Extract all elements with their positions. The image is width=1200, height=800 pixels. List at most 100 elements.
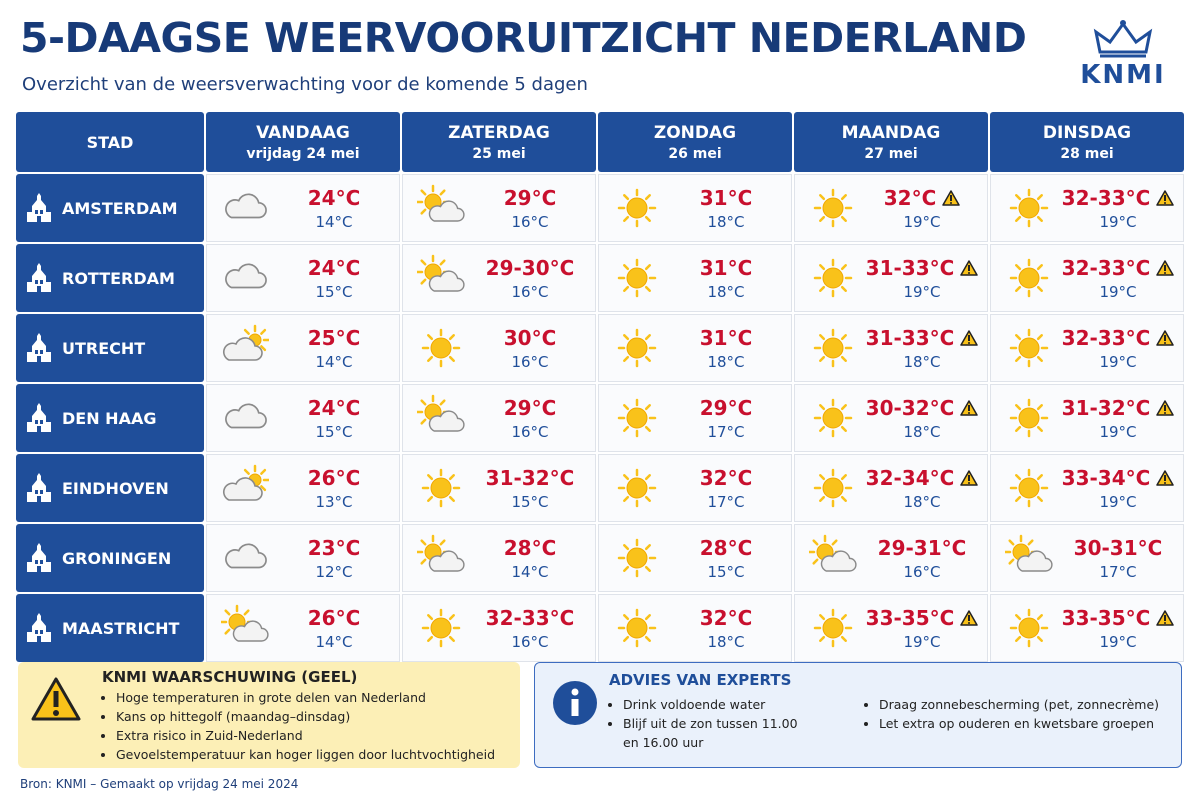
icon-part <box>840 495 847 502</box>
high-temp-row: 32°C <box>700 466 753 490</box>
forecast-cell: 32°C 18°C <box>598 594 792 662</box>
temps: 24°C 14°C <box>269 186 399 231</box>
city-icon <box>27 263 51 292</box>
title: 5-DAAGSE WEERVOORUITZICHT NEDERLAND <box>20 14 1027 62</box>
high-temp-row: 29-31°C <box>878 536 967 560</box>
high-temp: 30-31°C <box>1073 535 1163 560</box>
high-temp: 24°C <box>307 255 361 280</box>
icon-part <box>644 215 651 222</box>
warning-list: Hoge temperaturen in grote delen van Ned… <box>102 688 495 764</box>
high-temp: 31°C <box>699 255 753 280</box>
icon-part <box>840 355 847 362</box>
temps: 30-32°C 18°C <box>857 396 987 441</box>
low-temp: 14°C <box>511 562 549 581</box>
icon-part <box>448 474 455 481</box>
warning-item: Kans op hittegolf (maandag–dinsdag) <box>116 707 495 726</box>
icon-part <box>232 620 269 642</box>
forecast-cell: 31°C 18°C <box>598 244 792 312</box>
temps: 29°C 16°C <box>465 186 595 231</box>
temps: 26°C 14°C <box>269 606 399 651</box>
temps: 32-34°C 18°C <box>857 466 987 511</box>
low-temp: 19°C <box>1099 352 1137 371</box>
city-name: UTRECHT <box>62 338 146 358</box>
weather-icon <box>617 538 657 578</box>
weather-icon <box>225 193 267 219</box>
icon-part <box>260 345 267 352</box>
high-temp: 31-33°C <box>865 255 955 280</box>
icon-part <box>623 404 630 411</box>
icon-part <box>1164 404 1167 411</box>
header-cell: STAD <box>16 112 204 172</box>
icon-part <box>819 334 826 341</box>
icon-part <box>1018 617 1040 639</box>
day-date: 27 mei <box>864 145 918 162</box>
icon-part <box>968 271 971 274</box>
icon-part <box>644 404 651 411</box>
warning-badge <box>960 399 979 416</box>
icon-part <box>1015 635 1022 642</box>
icon-part <box>819 425 826 432</box>
icon-part <box>32 333 46 362</box>
weather-icon <box>221 604 269 642</box>
forecast-cell: 32-33°C 19°C <box>990 314 1184 382</box>
high-temp: 28°C <box>699 535 753 560</box>
high-temp-row: 26°C <box>308 466 361 490</box>
low-temp: 18°C <box>707 212 745 231</box>
high-temp-row: 24°C <box>308 186 361 210</box>
high-temp: 33-35°C <box>1061 605 1151 630</box>
icon-part <box>37 356 41 362</box>
icon-part <box>439 399 446 406</box>
day-name: ZATERDAG <box>448 122 550 143</box>
forecast-cell: 30-32°C 18°C <box>794 384 988 452</box>
icon-part <box>819 404 826 411</box>
weather-icon <box>617 188 657 228</box>
low-temp: 19°C <box>903 212 941 231</box>
city-icon <box>27 193 51 222</box>
high-temp-row: 24°C <box>308 256 361 280</box>
icon-part <box>46 212 51 222</box>
icon-part <box>1036 614 1043 621</box>
high-temp-row: 29°C <box>700 396 753 420</box>
low-temp: 16°C <box>511 352 549 371</box>
forecast-cell: 33-35°C 19°C <box>990 594 1184 662</box>
forecast-cell: 32-33°C 19°C <box>990 244 1184 312</box>
weather-icon <box>813 258 853 298</box>
high-temp: 31°C <box>699 185 753 210</box>
high-temp: 32°C <box>699 605 753 630</box>
temps: 33-34°C 19°C <box>1053 466 1183 511</box>
icon-part <box>1008 539 1015 546</box>
weather-icon <box>225 543 267 569</box>
icon-part <box>840 474 847 481</box>
icon-part <box>623 355 630 362</box>
advice-item: Drink voldoende water <box>623 695 809 714</box>
day-date: 25 mei <box>472 145 526 162</box>
icon-part <box>1120 20 1126 26</box>
icon-part <box>428 200 465 222</box>
temps: 31°C 18°C <box>661 256 791 301</box>
icon-part <box>819 194 826 201</box>
high-temp: 24°C <box>307 185 361 210</box>
weather-icon <box>417 534 465 572</box>
forecast-cell: 29°C 16°C <box>402 174 596 242</box>
icon-part <box>968 334 971 341</box>
high-temp: 31-32°C <box>1061 395 1151 420</box>
temps: 32-33°C 19°C <box>1053 326 1183 371</box>
weather-icon <box>617 398 657 438</box>
high-temp-row: 24°C <box>308 396 361 420</box>
advice-item: Let extra op ouderen en kwetsbare groepe… <box>879 714 1165 733</box>
temps: 29-31°C 16°C <box>857 536 987 581</box>
icon-part <box>819 355 826 362</box>
icon-part <box>1018 407 1040 429</box>
icon-part <box>626 337 648 359</box>
high-temp-row: 32-33°C <box>1062 256 1175 280</box>
forecast-cell: 29°C 17°C <box>598 384 792 452</box>
icon-part <box>35 280 38 284</box>
high-temp-row: 32°C <box>884 186 961 210</box>
high-temp: 28°C <box>503 535 557 560</box>
icon-part <box>626 617 648 639</box>
forecast-cell: 24°C 15°C <box>206 384 400 452</box>
icon-part <box>1015 404 1022 411</box>
advice-title: ADVIES VAN EXPERTS <box>609 671 792 689</box>
warning-badge <box>1156 259 1175 276</box>
